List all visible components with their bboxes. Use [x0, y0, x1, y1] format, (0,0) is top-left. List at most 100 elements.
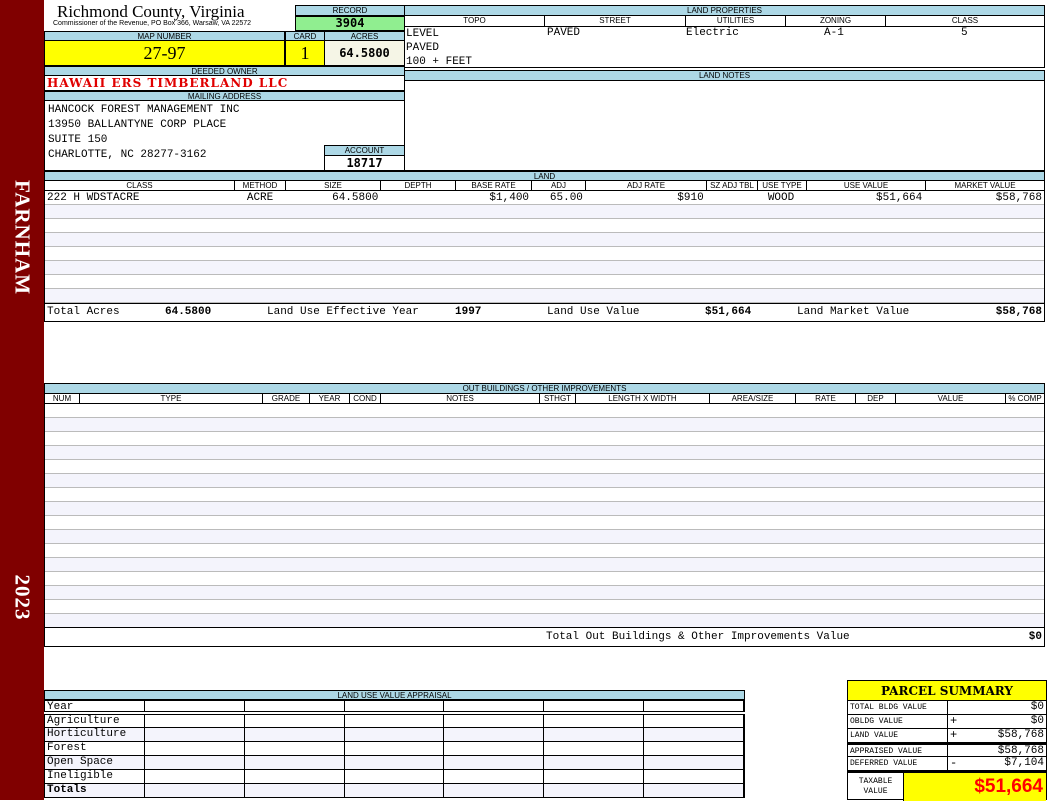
- total-acres-label: Total Acres: [47, 306, 120, 318]
- land-use-cell: [245, 701, 345, 711]
- outbuilding-row: [45, 446, 1044, 460]
- land-use-cell: [145, 742, 245, 755]
- land-cell: [924, 247, 1044, 260]
- land-col-header: SZ ADJ TBL: [707, 181, 758, 190]
- col-utilities: UTILITIES: [686, 16, 786, 26]
- land-cell: [706, 275, 757, 288]
- land-use-cell: [444, 784, 545, 797]
- land-cell: [380, 247, 455, 260]
- land-cell: [286, 289, 381, 302]
- address-line: 13950 BALLANTYNE CORP PLACE: [48, 119, 227, 131]
- outbuilding-col-header: NOTES: [381, 394, 540, 403]
- land-use-cell: [644, 784, 745, 797]
- land-use-cell: [544, 701, 645, 711]
- land-cell: [706, 233, 757, 246]
- outbuilding-col-header: RATE: [796, 394, 856, 403]
- land-cell: [585, 219, 706, 232]
- land-cell: 222 H WDSTACRE: [47, 192, 140, 204]
- land-use-cell: [544, 728, 645, 741]
- land-cell: WOOD: [767, 192, 795, 204]
- land-col-header: BASE RATE: [456, 181, 532, 190]
- land-cell: [531, 261, 585, 274]
- land-cell: [380, 233, 455, 246]
- land-cell: [585, 233, 706, 246]
- land-cell: [380, 261, 455, 274]
- land-cell: [531, 275, 585, 288]
- land-cell: [45, 261, 235, 274]
- land-cell: [805, 205, 924, 218]
- land-use-cell: [345, 756, 445, 769]
- land-cell: [45, 219, 235, 232]
- land-cell: [380, 289, 455, 302]
- land-use-cell: [145, 728, 245, 741]
- land-use-row: Agriculture: [44, 714, 745, 728]
- land-cell: [585, 289, 706, 302]
- land-use-cell: [145, 784, 245, 797]
- land-cell: [531, 233, 585, 246]
- land-use-category: Forest: [45, 742, 145, 755]
- land-use-cell: [544, 770, 645, 783]
- land-use-row: Open Space: [44, 756, 745, 770]
- outbuilding-col-header: AREA/SIZE: [710, 394, 796, 403]
- land-cell: [235, 219, 286, 232]
- land-cell: [585, 247, 706, 260]
- land-cell: [585, 275, 706, 288]
- land-use-category: Horticulture: [45, 728, 145, 741]
- land-use-row: Ineligible: [44, 770, 745, 784]
- topo-value: LEVEL: [406, 28, 440, 40]
- land-use-cell: [544, 756, 645, 769]
- summary-operator: +: [950, 728, 958, 742]
- land-cell: [45, 205, 235, 218]
- land-col-header: USE VALUE: [807, 181, 926, 190]
- land-use-cell: [245, 728, 345, 741]
- land-cell: [455, 247, 531, 260]
- land-use-cell: [544, 784, 645, 797]
- land-row: 222 H WDSTACRE ACRE 64.5800 $1,400 65.00 $910…: [45, 191, 1044, 205]
- land-cell: [924, 233, 1044, 246]
- land-col-header: ADJ RATE: [586, 181, 707, 190]
- land-cell: [757, 219, 806, 232]
- land-cell: [235, 261, 286, 274]
- summary-operator: +: [950, 714, 958, 728]
- outbuilding-col-header: STHGT: [540, 394, 576, 403]
- land-cell: [45, 233, 235, 246]
- land-row: [45, 233, 1044, 247]
- land-use-cell: [145, 701, 245, 711]
- land-use-value: $51,664: [705, 306, 752, 318]
- land-cell: [286, 205, 381, 218]
- outbuilding-col-header: DEP: [856, 394, 896, 403]
- class-value: 5: [961, 27, 968, 39]
- land-use-cell: [444, 701, 545, 711]
- land-cell: [45, 275, 235, 288]
- land-cell: [531, 219, 585, 232]
- land-cell: [757, 205, 806, 218]
- taxable-row: TAXABLE VALUE $51,664: [848, 771, 1046, 801]
- land-cell: [380, 191, 455, 204]
- taxable-value: $51,664: [904, 773, 1046, 801]
- land-cell: ACRE: [246, 192, 274, 204]
- outbuilding-row: [45, 474, 1044, 488]
- land-cell: [531, 205, 585, 218]
- address-line: HANCOCK FOREST MANAGEMENT INC: [48, 104, 240, 116]
- land-cell: [757, 247, 806, 260]
- land-use-category: Year: [45, 701, 145, 713]
- land-use-cell: [245, 784, 345, 797]
- land-use-category: Agriculture: [45, 715, 145, 727]
- outbuilding-row: [45, 488, 1044, 502]
- outbuilding-col-header: GRADE: [263, 394, 310, 403]
- land-cell: [235, 275, 286, 288]
- mailing-address: HANCOCK FOREST MANAGEMENT INC 13950 BALL…: [44, 100, 405, 171]
- land-row: [45, 219, 1044, 233]
- topo-values: LEVEL PAVED 100 + FEET: [406, 27, 472, 69]
- outbuilding-col-header: YEAR: [310, 394, 350, 403]
- land-cell: [380, 205, 455, 218]
- street-value: PAVED: [547, 27, 581, 39]
- outbuilding-row: [45, 502, 1044, 516]
- land-use-value-label: Land Use Value: [547, 306, 640, 318]
- land-cell: [805, 289, 924, 302]
- land-use-cell: [444, 742, 545, 755]
- land-label: LAND: [45, 172, 1044, 181]
- owner-name: HAWAII ERS TIMBERLAND LLC: [44, 75, 405, 91]
- land-cell: [455, 261, 531, 274]
- land-cell: $910: [677, 192, 704, 204]
